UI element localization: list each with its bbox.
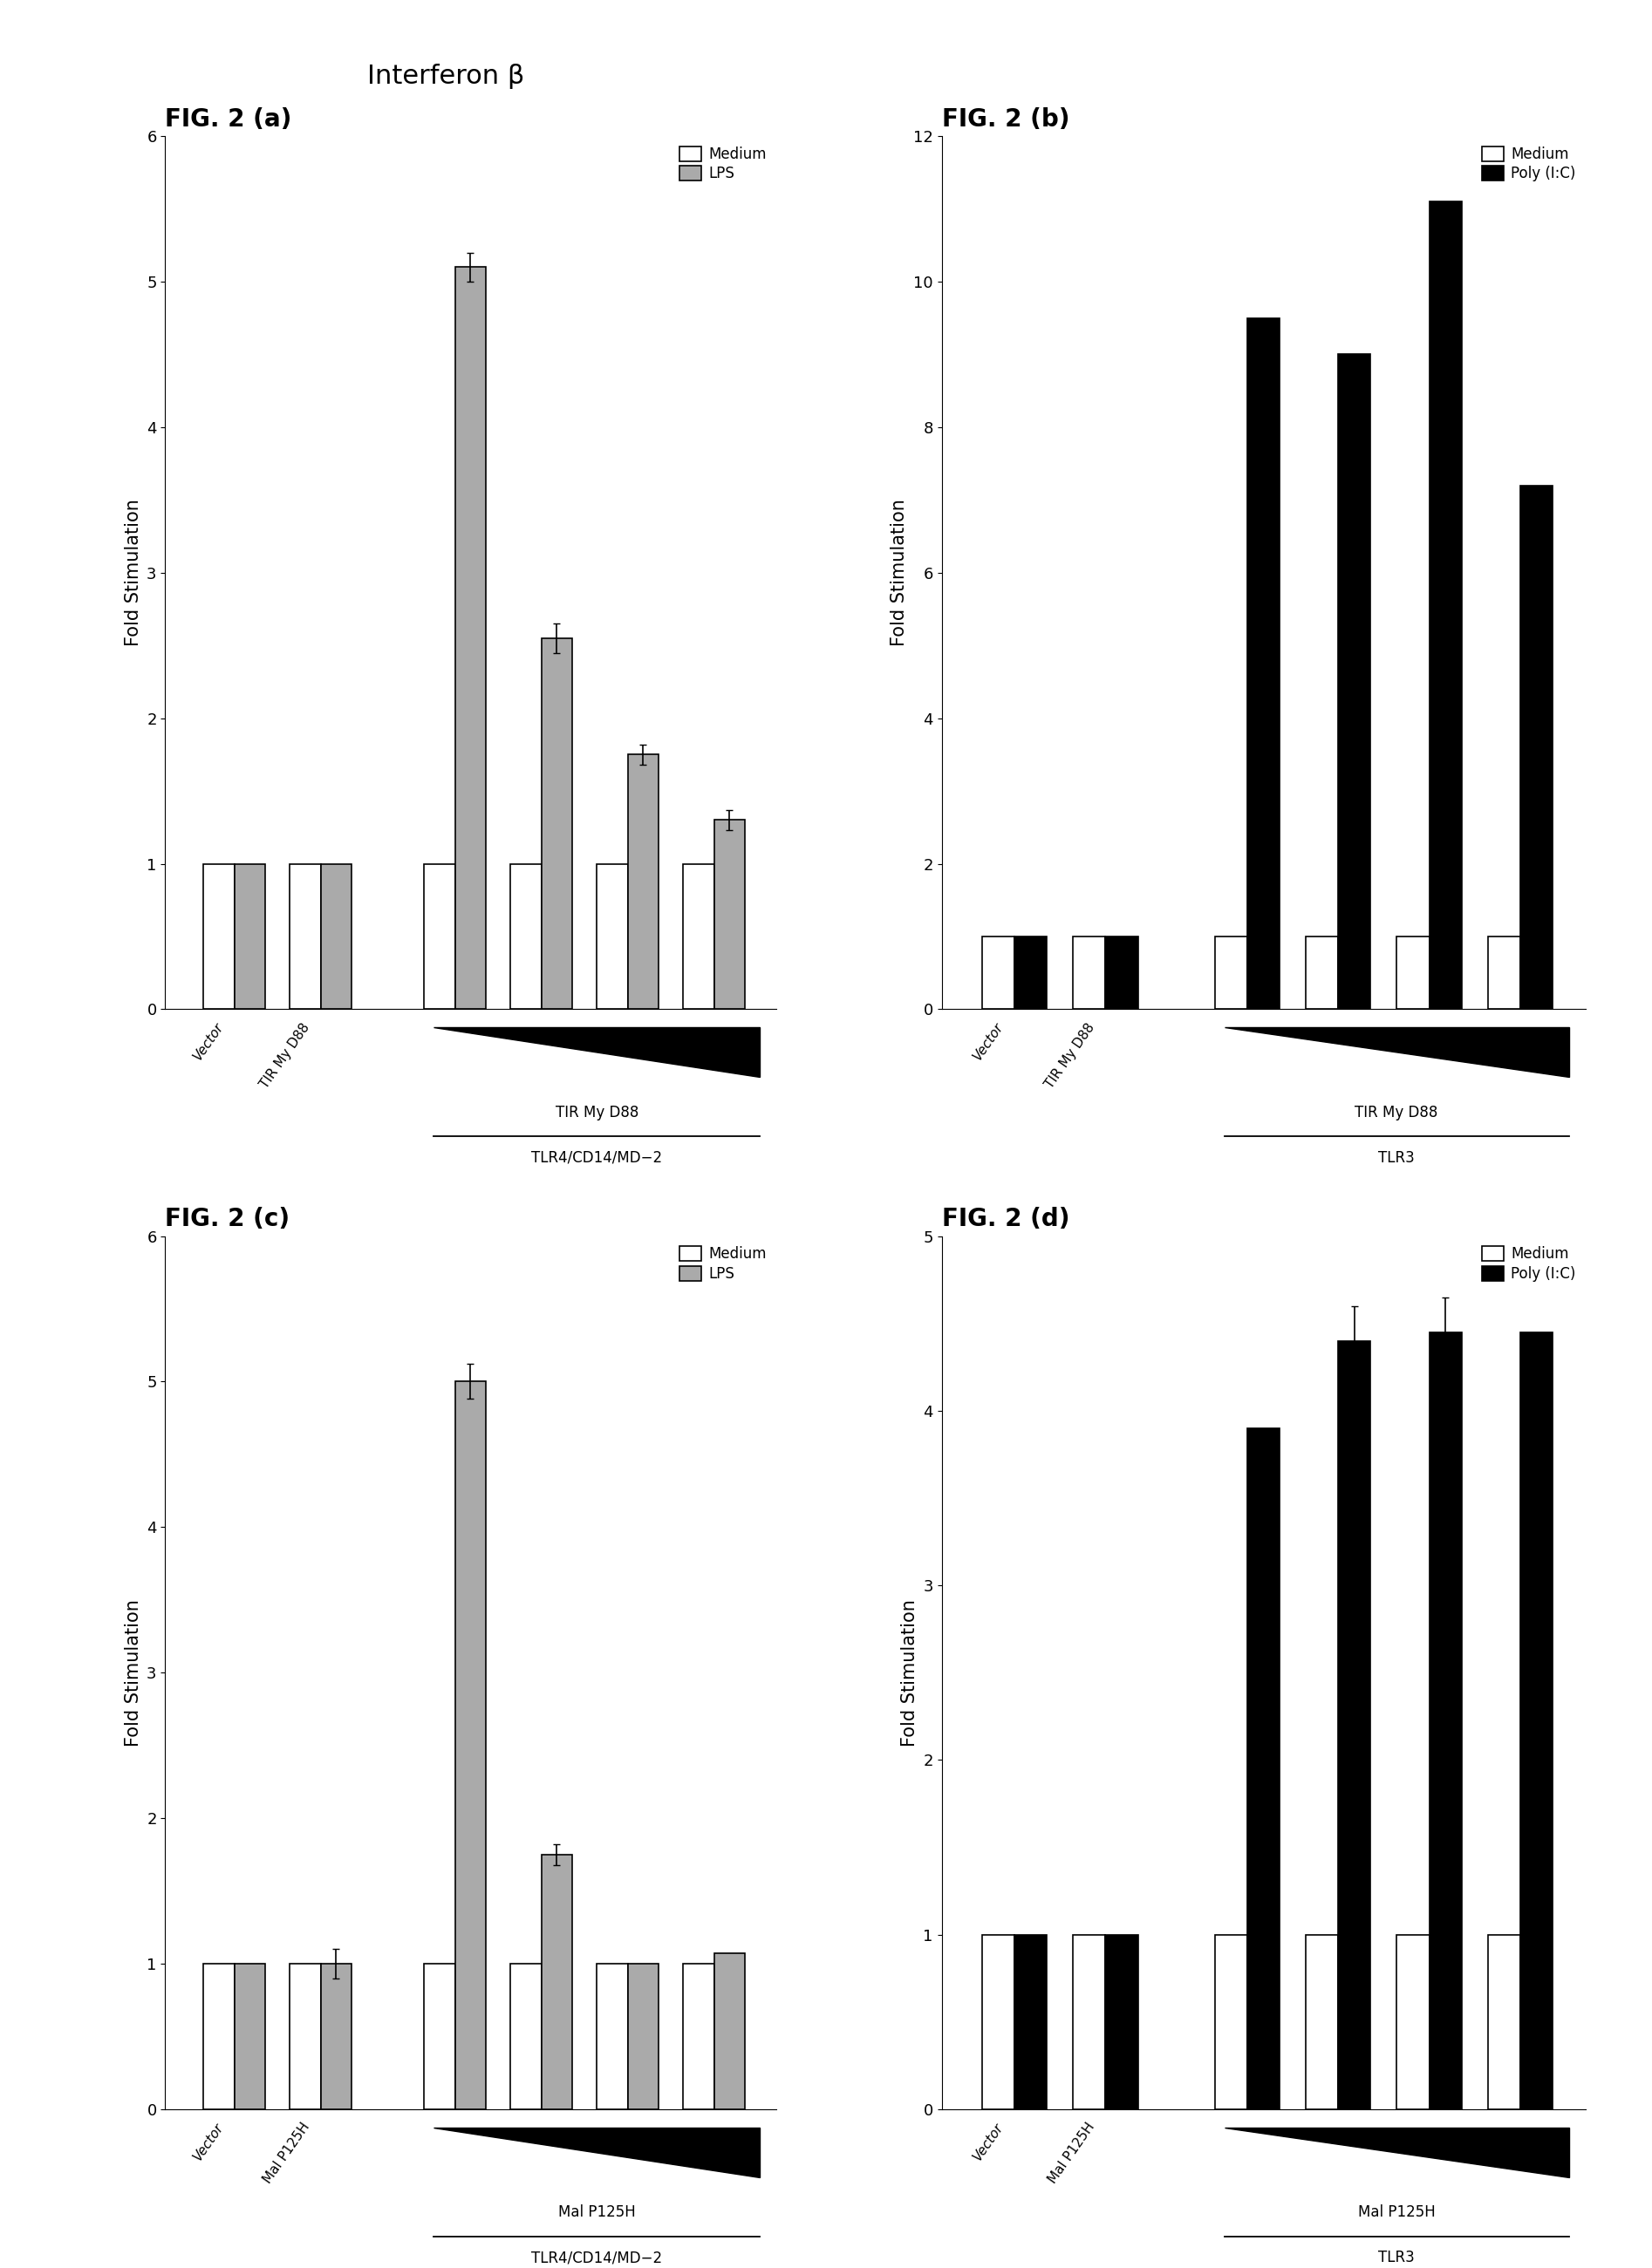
Bar	[1214, 937, 1247, 1009]
Text: Vector: Vector	[971, 2121, 1006, 2164]
Text: TLR4/CD14/MD−2: TLR4/CD14/MD−2	[532, 1150, 662, 1166]
Bar	[596, 864, 628, 1009]
Bar	[1014, 937, 1047, 1009]
Bar	[1338, 354, 1371, 1009]
Bar	[291, 1964, 320, 2109]
Bar	[1520, 485, 1553, 1009]
Bar	[1488, 937, 1520, 1009]
Bar	[684, 864, 714, 1009]
Bar	[1338, 1340, 1371, 2109]
Bar	[981, 1935, 1014, 2109]
Bar	[1488, 1935, 1520, 2109]
Text: TLR3: TLR3	[1378, 2250, 1414, 2266]
Bar	[1105, 1935, 1138, 2109]
Bar	[1398, 1935, 1429, 2109]
Bar	[1105, 937, 1138, 1009]
Text: TIR My D88: TIR My D88	[258, 1021, 312, 1091]
Bar	[628, 1964, 659, 2109]
Text: TLR4/CD14/MD−2: TLR4/CD14/MD−2	[532, 2250, 662, 2266]
Legend: Medium, Poly (I:C): Medium, Poly (I:C)	[1479, 1243, 1579, 1284]
Text: Mal P125H: Mal P125H	[558, 2204, 636, 2220]
Bar	[203, 1964, 235, 2109]
Bar	[628, 755, 659, 1009]
Bar	[1305, 937, 1338, 1009]
Bar	[454, 268, 486, 1009]
Bar	[454, 1381, 486, 2109]
Bar	[542, 1855, 572, 2109]
Text: Vector: Vector	[971, 1021, 1006, 1064]
Legend: Medium, LPS: Medium, LPS	[676, 143, 770, 184]
Bar	[1014, 1935, 1047, 2109]
Text: TIR My D88: TIR My D88	[555, 1105, 638, 1120]
Legend: Medium, LPS: Medium, LPS	[676, 1243, 770, 1284]
Bar	[425, 864, 454, 1009]
Bar	[1429, 202, 1462, 1009]
Y-axis label: Fold Stimulation: Fold Stimulation	[900, 1599, 919, 1746]
Text: FIG. 2 (a): FIG. 2 (a)	[165, 107, 292, 132]
Bar	[1214, 1935, 1247, 2109]
Bar	[291, 864, 320, 1009]
Bar	[1305, 1935, 1338, 2109]
Text: FIG. 2 (c): FIG. 2 (c)	[165, 1207, 291, 1232]
Bar	[510, 1964, 542, 2109]
Text: Mal P125H: Mal P125H	[1358, 2204, 1436, 2220]
Bar	[235, 864, 264, 1009]
Text: FIG. 2 (d): FIG. 2 (d)	[942, 1207, 1069, 1232]
Bar	[203, 864, 235, 1009]
Bar	[596, 1964, 628, 2109]
Bar	[714, 1953, 745, 2109]
Bar	[1398, 937, 1429, 1009]
Bar	[235, 1964, 264, 2109]
Bar	[1247, 1429, 1279, 2109]
Bar	[320, 1964, 352, 2109]
Text: Mal P125H: Mal P125H	[1046, 2121, 1097, 2186]
Y-axis label: Fold Stimulation: Fold Stimulation	[124, 1599, 142, 1746]
Bar	[425, 1964, 454, 2109]
Bar	[981, 937, 1014, 1009]
Bar	[542, 637, 572, 1009]
Y-axis label: Fold Stimulation: Fold Stimulation	[124, 499, 142, 646]
Bar	[1074, 1935, 1105, 2109]
Bar	[320, 864, 352, 1009]
Legend: Medium, Poly (I:C): Medium, Poly (I:C)	[1479, 143, 1579, 184]
Bar	[714, 821, 745, 1009]
Text: Mal P125H: Mal P125H	[261, 2121, 312, 2186]
Bar	[1429, 1331, 1462, 2109]
Bar	[1247, 318, 1279, 1009]
Text: Vector: Vector	[192, 2121, 226, 2164]
Text: FIG. 2 (b): FIG. 2 (b)	[942, 107, 1069, 132]
Text: TIR My D88: TIR My D88	[1355, 1105, 1439, 1120]
Bar	[1520, 1331, 1553, 2109]
Bar	[510, 864, 542, 1009]
Text: TIR My D88: TIR My D88	[1042, 1021, 1097, 1091]
Text: TLR3: TLR3	[1378, 1150, 1414, 1166]
Text: Vector: Vector	[192, 1021, 226, 1064]
Bar	[1074, 937, 1105, 1009]
Bar	[684, 1964, 714, 2109]
Text: Interferon β: Interferon β	[367, 64, 525, 88]
Y-axis label: Fold Stimulation: Fold Stimulation	[890, 499, 909, 646]
